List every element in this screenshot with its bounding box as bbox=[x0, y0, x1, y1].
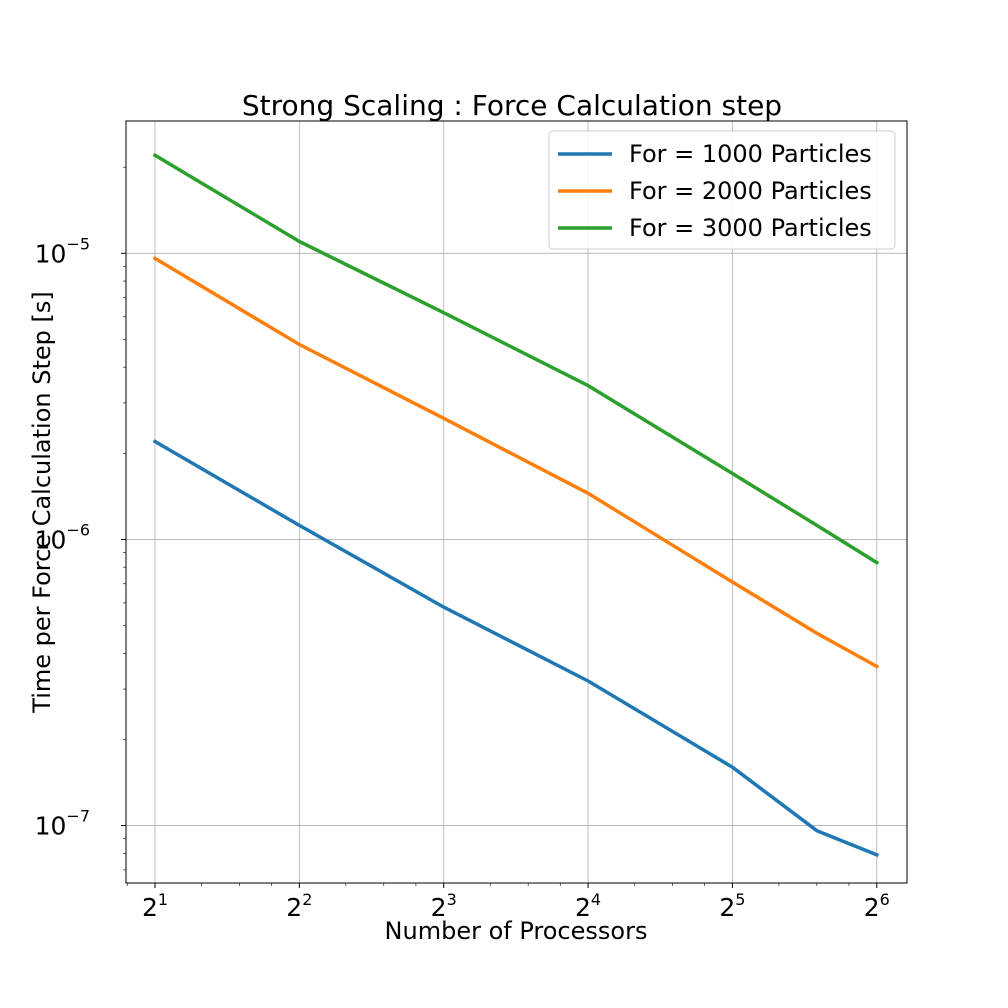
series-line-3 bbox=[152, 152, 880, 566]
y-tick-label: 10−7 bbox=[35, 807, 90, 841]
x-tick-label: 22 bbox=[286, 890, 312, 922]
series-line-2 bbox=[152, 256, 880, 669]
x-tick-label: 21 bbox=[142, 890, 168, 922]
x-tick-label: 26 bbox=[864, 890, 890, 922]
y-axis-label: Time per Force Calculation Step [s] bbox=[28, 291, 56, 713]
legend-box bbox=[548, 130, 896, 250]
series-lines bbox=[152, 152, 880, 858]
legend: For = 1000 Particles For = 2000 Particles… bbox=[548, 130, 896, 250]
chart-title: Strong Scaling : Force Calculation step bbox=[242, 89, 782, 122]
y-tick-label: 10−5 bbox=[35, 234, 90, 268]
y-axis-ticks: 10−7 10−6 10−5 bbox=[35, 234, 126, 841]
y-tick-label: 10−6 bbox=[35, 520, 90, 554]
legend-label-1: For = 1000 Particles bbox=[629, 140, 872, 168]
x-axis-label: Number of Processors bbox=[385, 917, 648, 945]
plot-frame bbox=[125, 120, 908, 884]
x-tick-label: 24 bbox=[575, 890, 601, 922]
x-axis-ticks: 21 22 23 24 25 26 bbox=[142, 883, 890, 922]
legend-label-3: For = 3000 Particles bbox=[629, 214, 872, 242]
x-tick-label: 25 bbox=[719, 890, 745, 922]
minor-ticks bbox=[123, 166, 850, 886]
x-tick-label: 23 bbox=[431, 890, 457, 922]
legend-label-2: For = 2000 Particles bbox=[629, 177, 872, 205]
series-line-1 bbox=[152, 439, 880, 858]
